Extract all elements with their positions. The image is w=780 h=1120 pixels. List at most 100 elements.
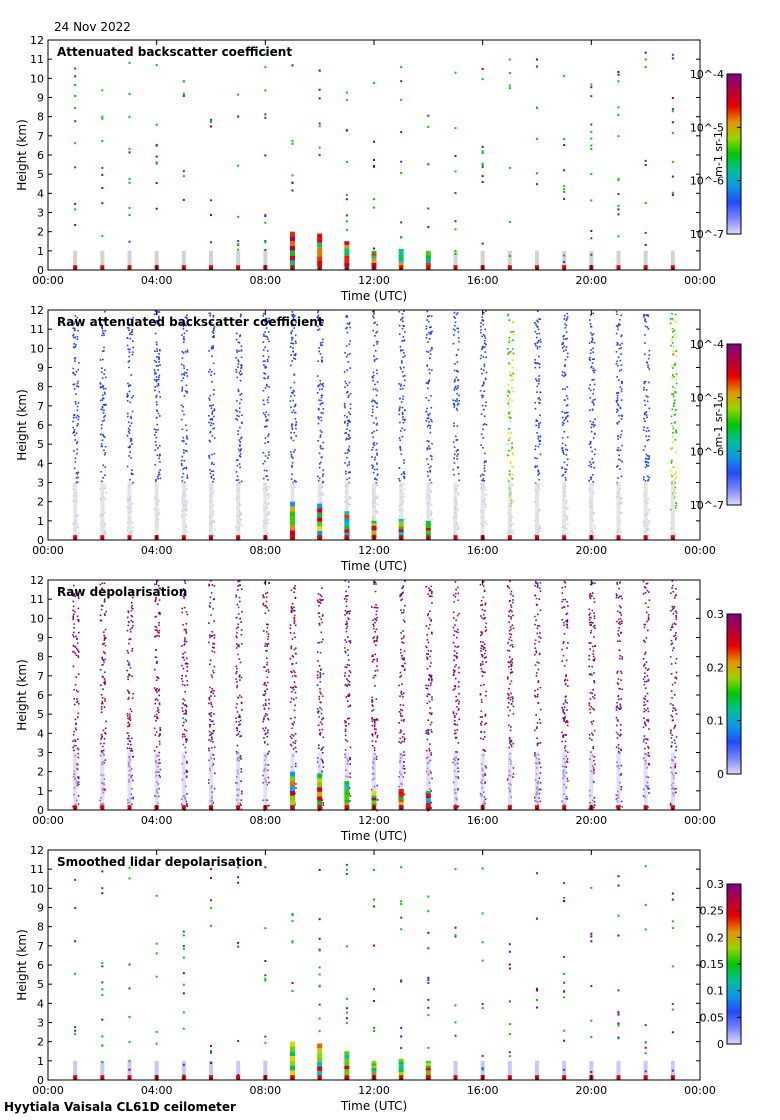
profile-dot xyxy=(647,366,649,369)
profile-dot xyxy=(482,369,485,372)
profile-dot xyxy=(346,424,349,427)
profile-dot xyxy=(75,432,78,435)
profile-dot xyxy=(590,463,592,466)
profile-dot xyxy=(589,476,592,479)
profile-dot xyxy=(454,716,456,718)
profile-dot xyxy=(130,374,133,376)
profile-dot xyxy=(481,316,484,319)
cloud-segment xyxy=(425,262,431,266)
profile-dot xyxy=(208,455,210,458)
profile-dot xyxy=(317,317,320,319)
profile-dot xyxy=(374,358,376,361)
profile-dot xyxy=(375,429,378,432)
profile-dot xyxy=(403,635,405,637)
profile-dot xyxy=(675,378,677,381)
profile-dot xyxy=(564,479,567,481)
profile-dot xyxy=(181,379,183,382)
profile-dot xyxy=(372,625,375,627)
profile-dot xyxy=(671,131,674,134)
profile-dot xyxy=(644,461,647,463)
profile-dot xyxy=(425,410,428,413)
profile-dot xyxy=(239,373,242,376)
profile-dot xyxy=(128,355,130,358)
profile-dot xyxy=(238,675,241,678)
profile-dot xyxy=(294,624,297,627)
profile-dot xyxy=(567,508,569,511)
profile-dot xyxy=(481,396,484,399)
profile-dot xyxy=(181,480,184,482)
profile-dot xyxy=(374,581,377,584)
profile-dot xyxy=(185,622,188,625)
profile-dot xyxy=(294,716,296,719)
profile-dot xyxy=(428,379,431,381)
profile-dot xyxy=(374,732,377,735)
profile-dot xyxy=(400,360,403,362)
y-tick-label: 3 xyxy=(37,207,44,220)
profile-dot xyxy=(347,636,349,638)
profile-dot xyxy=(322,762,324,764)
profile-dot xyxy=(373,749,376,752)
profile-dot xyxy=(480,325,482,328)
profile-dot xyxy=(620,497,623,500)
profile-dot xyxy=(646,475,649,478)
profile-dot xyxy=(101,735,104,738)
profile-dot xyxy=(453,600,456,603)
profile-dot xyxy=(456,312,459,314)
x-tick-label: 00:00 xyxy=(32,544,64,557)
profile-dot xyxy=(562,343,564,345)
profile-dot xyxy=(430,465,432,468)
profile-dot xyxy=(72,600,75,603)
profile-dot xyxy=(128,348,131,351)
profile-dot xyxy=(430,522,433,525)
profile-dot xyxy=(319,675,322,678)
profile-dot xyxy=(158,740,161,743)
profile-dot xyxy=(457,348,460,351)
profile-dot xyxy=(209,424,212,427)
y-tick-label: 9 xyxy=(37,92,44,105)
profile-dot xyxy=(236,684,239,687)
profile-dot xyxy=(267,729,269,732)
profile-dot xyxy=(295,427,297,430)
profile-dot xyxy=(157,473,160,476)
cloud-segment xyxy=(317,503,323,509)
profile-dot xyxy=(239,466,241,469)
profile-dot xyxy=(376,495,379,498)
cloud-segment xyxy=(398,248,404,252)
profile-dot xyxy=(153,508,156,511)
profile-dot xyxy=(265,631,268,633)
profile-dot xyxy=(210,695,212,697)
profile-dot xyxy=(73,631,75,634)
profile-dot xyxy=(129,401,131,404)
profile-dot xyxy=(74,328,76,330)
profile-dot xyxy=(669,469,672,472)
profile-dot xyxy=(564,364,566,366)
profile-dot xyxy=(239,679,241,681)
profile-dot xyxy=(617,356,620,359)
profile-dot xyxy=(426,639,429,641)
profile-dot xyxy=(294,480,297,483)
profile-dot xyxy=(672,395,675,398)
profile-dot xyxy=(509,475,511,477)
profile-dot xyxy=(512,372,515,375)
profile-dot xyxy=(73,697,76,700)
profile-dot xyxy=(76,523,79,526)
profile-dot xyxy=(183,699,186,702)
profile-dot xyxy=(292,342,295,345)
profile-dot xyxy=(104,487,107,489)
profile-dot xyxy=(181,410,184,412)
profile-dot xyxy=(239,315,242,318)
profile-dot xyxy=(99,614,102,617)
profile-dot xyxy=(321,360,324,362)
profile-dot xyxy=(319,676,321,679)
profile-dot xyxy=(671,191,674,194)
profile-dot xyxy=(399,445,401,448)
profile-base xyxy=(562,482,567,540)
profile-dot xyxy=(262,462,265,465)
profile-dot xyxy=(671,318,674,320)
profile-dot xyxy=(538,509,541,511)
profile-dot xyxy=(430,458,433,461)
profile-dot xyxy=(481,347,484,349)
profile-dot xyxy=(484,337,487,339)
profile-dot xyxy=(213,620,215,622)
profile-dot xyxy=(156,580,159,582)
